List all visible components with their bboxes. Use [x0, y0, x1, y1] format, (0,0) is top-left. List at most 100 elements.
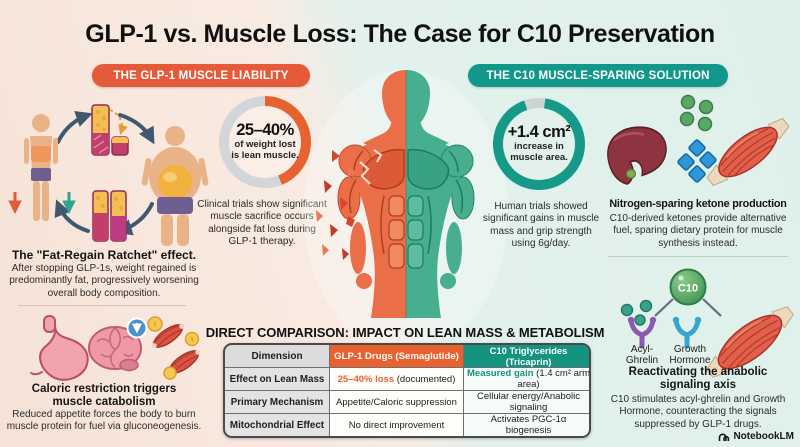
muscle-crack-lines	[359, 149, 383, 185]
growth-hormone-receptor-icon	[672, 316, 702, 349]
anabolic-heading-line2: signaling axis	[659, 379, 737, 392]
ketone-molecules-icon	[679, 94, 714, 132]
acyl-ghrelin-label-line2: Ghrelin	[625, 355, 659, 367]
obese-person-icon	[141, 126, 209, 246]
c10-stat-body: Human trials showed significant gains in…	[482, 201, 600, 250]
table-row-mitochondrial-c10: Activates PGC-1α biogenesis	[464, 414, 589, 436]
table-row-mechanism-glp1: Appetite/Caloric suppression	[330, 391, 463, 413]
energy-coins-icon	[147, 316, 200, 380]
table-header-glp1-label: GLP-1 Drugs (Semaglutide)	[334, 350, 459, 362]
left-divider	[18, 305, 186, 306]
fat-regain-cycle-illustration	[8, 104, 209, 246]
table-cell-label: Effect on Lean Mass	[229, 373, 325, 385]
ratchet-heading: The "Fat-Regain Ratchet" effect.	[11, 248, 197, 262]
anabolic-body: C10 stimulates acyl-ghrelin and Growth H…	[610, 394, 786, 430]
table-row-mitochondrial-dimension: Mitochondrial Effect	[225, 414, 329, 436]
glp1-donut-ring: 25–40% of weight lost is lean muscle.	[219, 96, 311, 188]
notebooklm-logo-icon	[719, 433, 730, 441]
weight-regain-bars-icon	[92, 190, 127, 242]
signal-line-left	[654, 298, 674, 317]
anabolic-heading-line1: Reactivating the anabolic	[628, 366, 768, 378]
cell-text: Appetite/Caloric suppression	[336, 396, 457, 408]
acyl-ghrelin-label: Acyl- Ghrelin	[612, 344, 672, 366]
comparison-table: Dimension GLP-1 Drugs (Semaglutide) C10 …	[223, 343, 591, 438]
cell-text: No direct improvement	[348, 419, 445, 431]
glp1-stat-caption-1: of weight lost	[234, 138, 296, 150]
weight-loss-bars-icon	[91, 104, 129, 156]
catabolism-heading-line2: muscle catabolism	[52, 396, 156, 409]
table-header-c10: C10 Triglycerides (Tricaprin)	[464, 345, 589, 367]
stomach-icon	[30, 315, 89, 381]
muscle-fibers-icon	[147, 316, 201, 380]
c10-gain-highlight: Measured gain	[467, 368, 534, 379]
ghrelin-dots-icon	[620, 299, 653, 326]
body-center-seam	[405, 70, 407, 318]
glp1-stat-body: Clinical trials show significant muscle …	[197, 199, 327, 248]
c10-section-badge: THE C10 MUSCLE-SPARING SOLUTION	[468, 64, 728, 87]
table-cell-label: 25–40% loss (documented)	[338, 374, 456, 385]
cell-text: Activates PGC-1α biogenesis	[490, 414, 567, 436]
table-cell-label: Cellular energy/Anabolic signaling	[467, 391, 589, 413]
c10-diamonds-icon	[677, 139, 717, 183]
signal-line-right	[702, 298, 722, 317]
table-cell-label: Activates PGC-1α biogenesis	[467, 414, 589, 436]
acyl-ghrelin-receptor-icon	[627, 316, 657, 349]
split-body-illustration	[304, 70, 508, 354]
liver-icon	[607, 126, 667, 185]
glp1-section-badge: THE GLP-1 MUSCLE LIABILITY	[92, 64, 310, 87]
table-header-glp1: GLP-1 Drugs (Semaglutide)	[330, 345, 463, 367]
growth-hormone-label-line2: Hormone	[669, 355, 711, 367]
table-row-lean-mass-dimension: Effect on Lean Mass	[225, 368, 329, 390]
anabolic-signaling-illustration: C10	[620, 268, 794, 378]
muscle-spindle-icon	[706, 306, 794, 378]
muscle-spindle-icon	[706, 117, 790, 187]
anabolic-heading: Reactivating the anabolic signaling axis	[600, 366, 796, 392]
comparison-table-title: DIRECT COMPARISON: IMPACT ON LEAN MASS &…	[205, 325, 605, 340]
table-row-mechanism-dimension: Primary Mechanism	[225, 391, 329, 413]
glp1-loss-rest: (documented)	[394, 373, 456, 385]
glp1-donut-center: 25–40% of weight lost is lean muscle.	[229, 106, 301, 178]
c10-donut-center: +1.4 cm² increase in muscle area.	[503, 108, 575, 180]
table-row-lean-mass-c10: Measured gain (1.4 cm² arm area)	[464, 368, 591, 390]
table-cell-label: Appetite/Caloric suppression	[336, 397, 457, 408]
table-row-mitochondrial-glp1: No direct improvement	[330, 414, 463, 436]
appetite-down-badge-icon	[126, 317, 148, 339]
muscle-fragments-icon	[316, 150, 356, 260]
catabolism-heading-line1: Caloric restriction triggers	[31, 383, 177, 395]
table-cell-label: Mitochondrial Effect	[229, 419, 325, 431]
table-row-lean-mass-glp1: 25–40% loss (documented)	[330, 368, 463, 390]
acyl-ghrelin-label-line1: Acyl-	[630, 344, 654, 355]
catabolism-illustration	[30, 315, 201, 381]
table-header-dimension: Dimension	[225, 345, 329, 367]
watermark-label: NotebookLM	[733, 431, 794, 442]
watermark: NotebookLM	[718, 431, 794, 442]
right-divider	[608, 256, 788, 257]
c10-donut-ring: +1.4 cm² increase in muscle area.	[493, 98, 585, 190]
c10-molecule-label: C10	[678, 283, 698, 295]
table-cell-label: No direct improvement	[349, 420, 445, 431]
c10-gain-rest: (1.4 cm² arm area)	[517, 368, 591, 390]
table-row-mechanism-c10: Cellular energy/Anabolic signaling	[464, 391, 589, 413]
page-title: GLP-1 vs. Muscle Loss: The Case for C10 …	[85, 20, 715, 48]
catabolism-heading: Caloric restriction triggers muscle cata…	[4, 383, 204, 409]
ketone-heading: Nitrogen-sparing ketone production	[609, 198, 787, 210]
ketone-body: C10-derived ketones provide alternative …	[609, 213, 787, 249]
c10-stat-caption-2: muscle area.	[510, 151, 568, 163]
ratchet-body: After stopping GLP-1s, weight regained i…	[9, 263, 199, 299]
glp1-stat-value: 25–40%	[236, 121, 294, 140]
brain-icon	[88, 317, 148, 372]
lean-person-icon	[24, 114, 58, 221]
table-cell-label: Primary Mechanism	[230, 396, 324, 408]
c10-stat-value: +1.4 cm²	[507, 123, 571, 142]
ketone-production-illustration	[607, 94, 790, 187]
catabolism-body: Reduced appetite forces the body to burn…	[6, 409, 202, 433]
c10-stat-caption-1: increase in	[514, 140, 564, 152]
growth-hormone-label-line1: Growth	[673, 344, 707, 355]
growth-hormone-label: Growth Hormone	[658, 344, 722, 366]
glp1-loss-highlight: 25–40% loss	[337, 373, 395, 385]
table-header-c10-label: C10 Triglycerides (Tricaprin)	[489, 345, 568, 367]
c10-molecule-icon: C10	[669, 268, 707, 306]
table-header-dimension-label: Dimension	[251, 350, 303, 362]
cell-text: Cellular energy/Anabolic signaling	[477, 391, 580, 413]
